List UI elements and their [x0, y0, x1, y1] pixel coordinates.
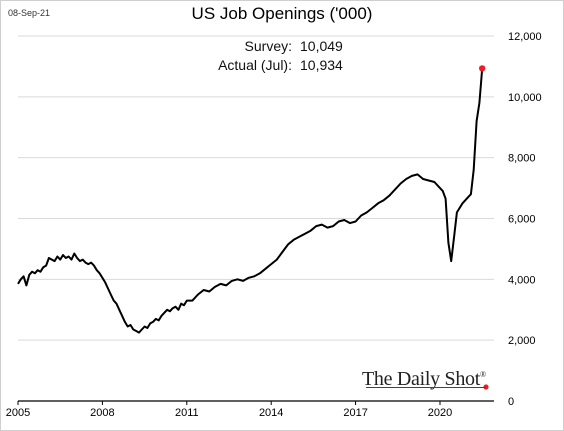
y-tick-label: 4,000	[508, 274, 536, 286]
y-tick-label: 0	[508, 396, 514, 408]
grid-lines	[18, 35, 494, 341]
x-tick-label: 2020	[428, 407, 452, 419]
x-tick-label: 2014	[259, 407, 283, 419]
latest-point-marker	[478, 65, 486, 72]
survey-value: 10,049	[300, 38, 343, 54]
y-tick-label: 8,000	[508, 153, 536, 165]
job-openings-line	[17, 68, 484, 334]
y-tick-label: 6,000	[508, 214, 536, 226]
actual-label: Actual (Jul):	[218, 57, 292, 73]
y-axis-labels: 0 2,000 4,000 6,000 8,000 10,000 12,000	[508, 31, 542, 408]
y-tick-label: 2,000	[508, 335, 536, 347]
y-tick-label: 12,000	[508, 31, 542, 43]
x-tick-label: 2008	[90, 407, 114, 419]
series-group	[17, 68, 484, 334]
x-axis-labels: 2005 2008 2011 2014 2017 2020	[6, 407, 452, 419]
registered-mark: ®	[480, 370, 486, 379]
y-tick-label: 10,000	[508, 92, 542, 104]
brand-dot	[483, 384, 489, 390]
highlight-marks	[478, 65, 489, 390]
x-tick-label: 2011	[175, 407, 199, 419]
actual-value: 10,934	[300, 57, 343, 73]
brand-underline	[366, 387, 486, 388]
survey-label: Survey:	[244, 38, 292, 54]
brand-name: The Daily Shot	[362, 368, 481, 390]
date-label: 08-Sep-21	[8, 8, 51, 18]
brand-logo: The Daily Shot®	[362, 368, 486, 391]
x-axis	[17, 400, 494, 405]
x-tick-label: 2017	[343, 407, 367, 419]
x-tick-label: 2005	[6, 407, 30, 419]
chart-title: US Job Openings ('000)	[191, 4, 373, 23]
